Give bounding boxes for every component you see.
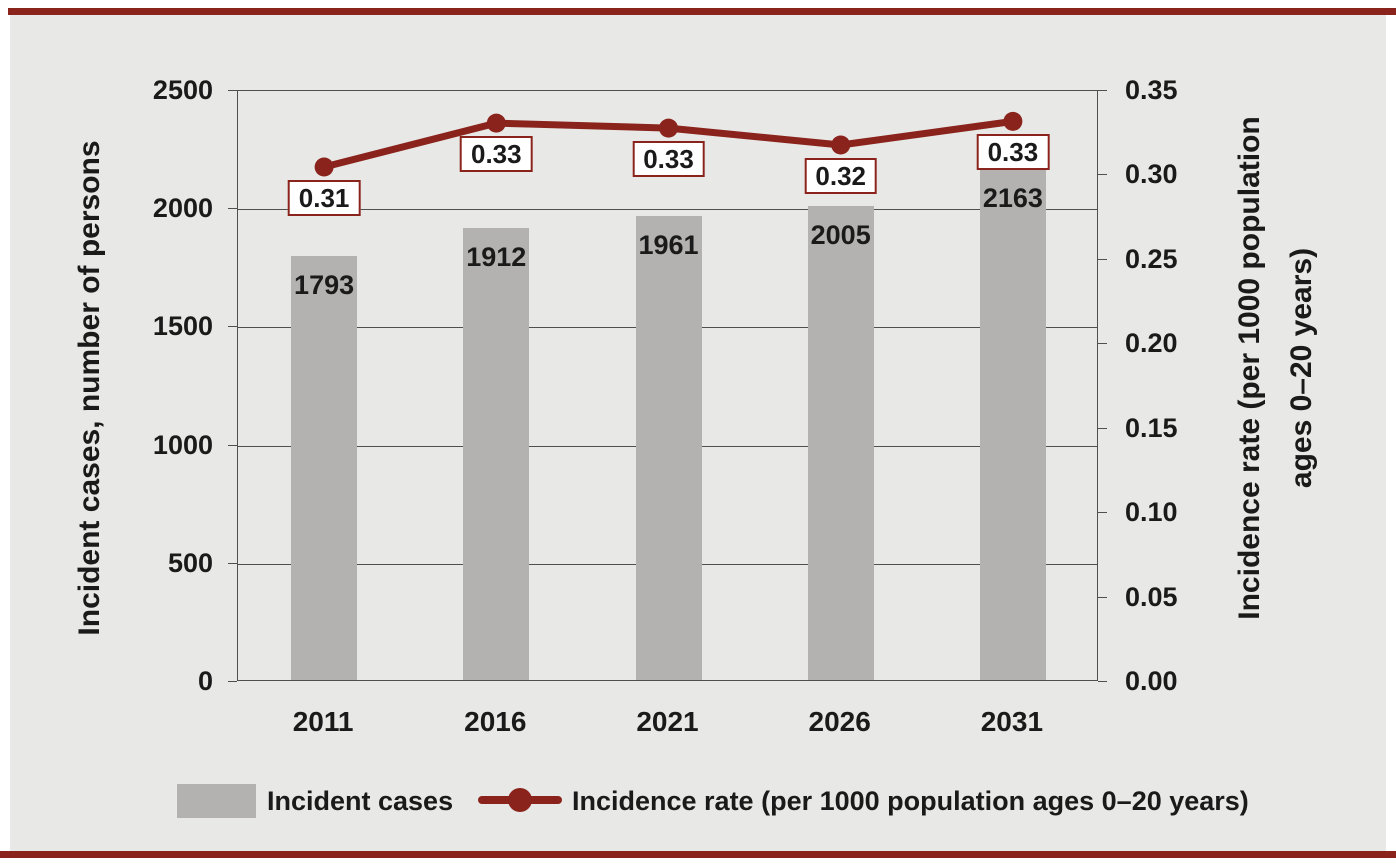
bar-value-label: 2163 bbox=[982, 182, 1043, 213]
incidence-rate-marker bbox=[314, 157, 334, 177]
x-axis-label: 2031 bbox=[980, 706, 1044, 737]
bar-value-label: 1961 bbox=[638, 230, 699, 261]
x-axis-label: 2016 bbox=[464, 706, 527, 737]
incidence-rate-value-label: 0.33 bbox=[459, 136, 533, 173]
left-axis-tick-mark bbox=[228, 326, 237, 328]
incidence-rate-marker bbox=[486, 113, 506, 133]
bar-value-label: 2005 bbox=[810, 220, 871, 250]
incidence-rate-value-label: 0.32 bbox=[804, 158, 877, 194]
right-axis-tick-mark bbox=[1098, 174, 1107, 176]
right-axis-tick-label: 0.05 bbox=[1125, 581, 1178, 612]
legend-bar-swatch bbox=[177, 784, 256, 818]
top-border-rule bbox=[8, 8, 1396, 15]
legend-label-incidence-rate: Incidence rate (per 1000 population ages… bbox=[572, 786, 1249, 816]
right-axis-tick-label: 0.10 bbox=[1125, 497, 1178, 528]
plot-area: 1793 1912 1961 2005 2163 0.31 0.33 0.33 0.32 0.33 bbox=[237, 90, 1098, 681]
left-axis-tick-mark bbox=[228, 562, 237, 564]
right-axis-tick-label: 0.20 bbox=[1125, 328, 1178, 359]
bar-value-label: 1912 bbox=[466, 242, 527, 272]
right-axis-tick-mark bbox=[1098, 90, 1107, 91]
right-axis-tick-label: 0.35 bbox=[1125, 75, 1178, 105]
bar-value-label: 1793 bbox=[294, 270, 355, 301]
legend-label-incident-cases: Incident cases bbox=[267, 786, 454, 816]
right-axis-tick-mark bbox=[1098, 512, 1107, 514]
left-axis-tick-label: 2000 bbox=[152, 193, 213, 224]
incidence-rate-marker bbox=[831, 135, 851, 155]
right-axis-title-line2: ages 0–20 years) bbox=[1285, 247, 1318, 489]
left-axis-title: Incident cases, number of persons bbox=[73, 140, 106, 636]
incidence-rate-marker bbox=[659, 118, 678, 138]
x-axis-label: 2011 bbox=[292, 706, 354, 737]
x-axis-label: 2026 bbox=[808, 706, 871, 737]
left-axis-tick-mark bbox=[228, 90, 237, 91]
right-axis-tick-mark bbox=[1098, 427, 1107, 429]
left-axis-tick-label: 1500 bbox=[152, 311, 213, 342]
incidence-rate-value-label: 0.33 bbox=[632, 141, 705, 178]
legend-line-marker bbox=[508, 788, 532, 812]
legend-line-marker-swatch bbox=[478, 788, 562, 812]
left-axis-tick-label: 1000 bbox=[152, 429, 213, 460]
incident-cases-bar bbox=[463, 228, 530, 680]
incident-cases-bar bbox=[635, 216, 702, 680]
right-axis-tick-mark bbox=[1098, 343, 1107, 345]
grid-line bbox=[238, 209, 1097, 211]
right-axis-tick-label: 0.15 bbox=[1125, 412, 1178, 443]
right-axis-tick-label: 0.25 bbox=[1125, 243, 1178, 274]
left-axis-tick-label: 0 bbox=[197, 666, 213, 696]
left-axis-tick-mark bbox=[228, 444, 237, 446]
right-axis-tick-label: 0.00 bbox=[1125, 666, 1178, 696]
incidence-rate-marker bbox=[1003, 111, 1023, 131]
right-axis-title-line1: Incidence rate (per 1000 population bbox=[1233, 116, 1266, 620]
right-axis-tick-label: 0.30 bbox=[1125, 159, 1178, 190]
incident-cases-bar bbox=[807, 206, 874, 680]
incidence-rate-value-label: 0.31 bbox=[287, 180, 361, 216]
left-axis-tick-label: 500 bbox=[167, 547, 213, 578]
incident-cases-bar bbox=[979, 168, 1046, 680]
right-axis-tick-mark bbox=[1098, 681, 1107, 682]
right-axis-tick-mark bbox=[1098, 258, 1107, 260]
left-axis-tick-mark bbox=[228, 208, 237, 210]
left-axis-tick-mark bbox=[228, 681, 237, 682]
right-axis-tick-mark bbox=[1098, 596, 1107, 598]
left-axis-tick-label: 2500 bbox=[152, 75, 213, 105]
bottom-border-rule bbox=[0, 851, 1396, 858]
right-axis-title: Incidence rate (per 1000 population ages… bbox=[1224, 68, 1328, 668]
x-axis-label: 2021 bbox=[636, 706, 699, 737]
incidence-rate-value-label: 0.33 bbox=[976, 134, 1050, 171]
incident-cases-bar bbox=[291, 256, 358, 680]
